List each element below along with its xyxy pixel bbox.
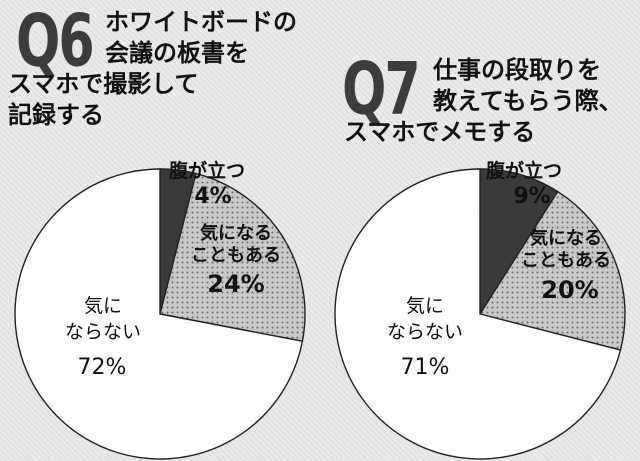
question-line: 教えてもらう際、 bbox=[433, 87, 623, 115]
pie-slice-not-bothered bbox=[334, 168, 622, 460]
slice-label-sometimes: 気になることもある bbox=[191, 222, 281, 266]
question-line: ホワイトボードの bbox=[105, 8, 297, 36]
slice-label-not-bothered: 気にならない bbox=[65, 295, 141, 343]
slice-value-angry: 4% bbox=[194, 184, 231, 209]
question-text-q6-cont: スマホで撮影して 記録する bbox=[8, 69, 199, 131]
pie-slice-sometimes bbox=[159, 172, 306, 342]
question-line: 仕事の段取りを bbox=[433, 56, 601, 84]
slice-label-sometimes: 気になることもある bbox=[521, 227, 611, 271]
pie-slice-not-bothered bbox=[14, 168, 304, 460]
question-line: 記録する bbox=[8, 101, 104, 129]
slice-label-angry: 腹が立つ bbox=[168, 159, 245, 182]
question-line: スマホでメモする bbox=[344, 118, 536, 146]
slice-value-sometimes: 24% bbox=[207, 270, 264, 298]
chart-panel-q7: Q7 仕事の段取りを 教えてもらう際、 スマホでメモする bbox=[320, 0, 640, 461]
question-text-q7: 仕事の段取りを 教えてもらう際、 bbox=[433, 55, 623, 117]
pie-slice-angry bbox=[479, 168, 559, 317]
slice-value-not-bothered: 72% bbox=[78, 355, 127, 380]
slice-value-not-bothered: 71% bbox=[401, 355, 450, 380]
slice-value-sometimes: 20% bbox=[541, 276, 598, 304]
question-text-q6: ホワイトボードの 会議の板書を bbox=[105, 7, 297, 69]
question-text-q7-cont: スマホでメモする bbox=[344, 117, 535, 148]
slice-label-angry: 腹が立つ bbox=[485, 159, 562, 182]
question-line: スマホで撮影して bbox=[8, 70, 199, 98]
chart-panel-q6: Q6 ホワイトボードの 会議の板書を スマホで撮影して 記録する bbox=[8, 0, 297, 131]
pie-slice-sometimes bbox=[478, 190, 626, 351]
question-number-q6: Q6 bbox=[16, 0, 95, 83]
question-number-q7: Q7 bbox=[342, 46, 421, 131]
question-line: 会議の板書を bbox=[105, 39, 249, 67]
slice-value-angry: 9% bbox=[513, 184, 550, 209]
slice-label-not-bothered: 気にならない bbox=[387, 295, 463, 343]
